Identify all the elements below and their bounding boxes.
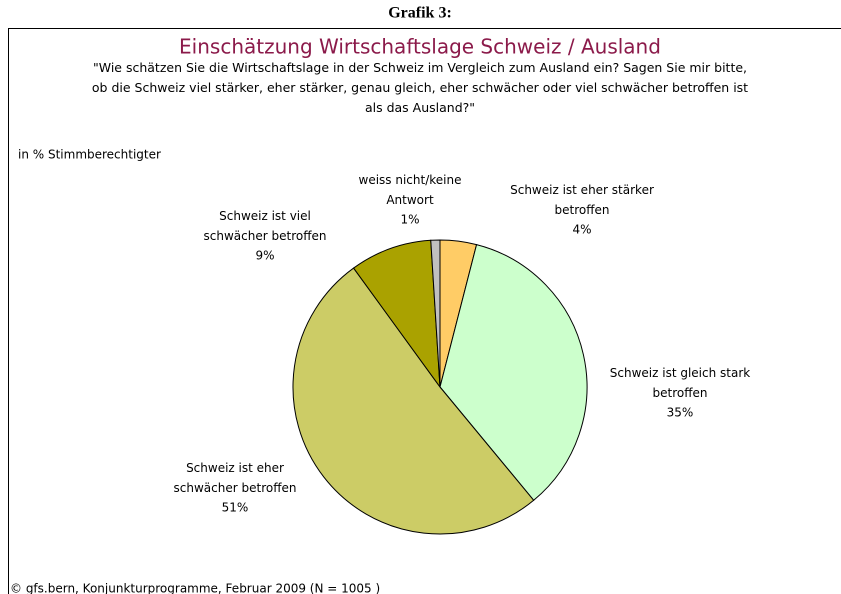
source: © gfs.bern, Konjunkturprogramme, Februar… [10, 582, 380, 594]
pie-slice [439, 244, 588, 501]
slice-label: weiss nicht/keine Antwort [359, 173, 462, 207]
value-label: 9% [255, 249, 274, 263]
slice-label: Schweiz ist eher stärker betroffen [510, 183, 654, 217]
value-label: 4% [572, 223, 591, 237]
unit-label: in % Stimmberechtigter [18, 148, 161, 162]
pie-slice [292, 267, 535, 535]
value-label: 35% [667, 406, 694, 420]
slice-label: Schweiz ist gleich stark betroffen [610, 366, 751, 400]
frame [8, 28, 841, 594]
header: Grafik 3: [388, 5, 452, 22]
value-label: 51% [222, 501, 249, 515]
slice-label: Schweiz ist viel schwächer betroffen [204, 209, 327, 243]
pie-slice [430, 239, 441, 388]
chart-title: Einschätzung Wirtschaftslage Schweiz / A… [179, 35, 661, 59]
value-label: 1% [400, 213, 419, 227]
pie-slice [352, 239, 441, 389]
slice-label: Schweiz ist eher schwächer betroffen [174, 461, 297, 495]
subtitle: "Wie schätzen Sie die Wirtschaftslage in… [92, 60, 748, 115]
